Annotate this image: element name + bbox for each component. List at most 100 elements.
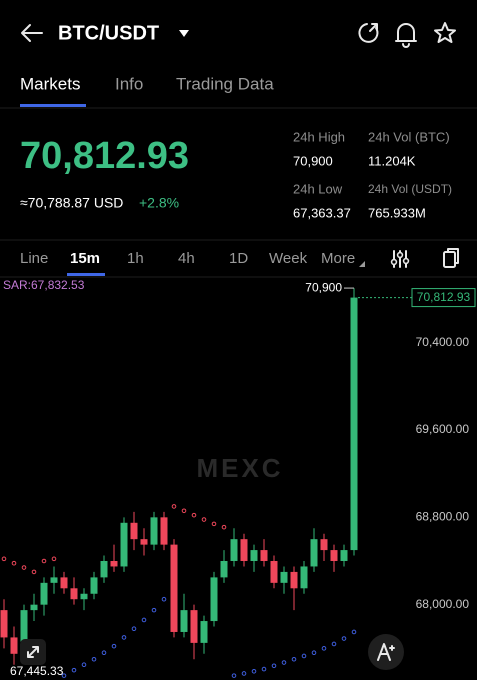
candle-body — [70, 588, 78, 600]
candle-body — [80, 593, 88, 600]
pair-dropdown[interactable] — [179, 30, 189, 37]
sar-dot — [221, 524, 227, 530]
candle-body — [260, 550, 268, 562]
sar-label: SAR:67,832.53 — [3, 278, 85, 292]
sar-dot — [201, 517, 207, 522]
low-label: 67,445.33 — [10, 664, 64, 678]
ai-button[interactable] — [368, 634, 404, 670]
sar-dot — [151, 607, 157, 613]
sar-dot — [241, 671, 247, 676]
sar-dot — [181, 508, 187, 514]
candle-body — [40, 582, 48, 605]
stat-value: 11.204K — [368, 153, 416, 168]
candle-body — [240, 539, 248, 562]
sar-dot — [1, 556, 7, 562]
interval-indicator — [67, 273, 105, 276]
alert-button[interactable] — [395, 23, 417, 48]
sar-dot — [111, 643, 117, 649]
sar-dot — [61, 673, 67, 678]
candle-body — [310, 539, 318, 567]
sar-dot — [251, 668, 257, 674]
candle-body — [130, 522, 138, 540]
candle-body — [330, 550, 338, 562]
y-tick-label: 69,600.00 — [416, 422, 470, 436]
sar-dot — [41, 558, 47, 564]
sar-dot — [51, 556, 57, 562]
candle-body — [100, 561, 108, 578]
sar-dot — [351, 629, 357, 635]
candle-body — [340, 550, 348, 562]
candle-body — [0, 610, 8, 638]
last-price: 70,812.93 — [20, 135, 189, 177]
pair-title[interactable]: BTC/USDT — [58, 22, 159, 44]
tab[interactable]: Markets — [20, 74, 80, 93]
sar-dot — [281, 660, 287, 665]
candle-body — [60, 577, 68, 589]
stat-label: 24h Vol (BTC) — [368, 129, 450, 144]
candle-body — [160, 517, 168, 545]
candle-body — [170, 544, 178, 632]
interval-tab[interactable]: Line — [20, 250, 48, 267]
watermark: MEXC — [196, 453, 283, 483]
y-tick-label: 68,800.00 — [416, 510, 470, 524]
candle-body — [30, 604, 38, 611]
sar-dot — [191, 512, 197, 518]
y-tick-label: 68,000.00 — [416, 597, 470, 611]
sar-dot — [311, 650, 317, 656]
sar-dot — [261, 666, 267, 672]
tab-indicator — [20, 104, 86, 107]
interval-tab[interactable]: 1D — [229, 250, 248, 267]
sar-dot — [101, 650, 107, 656]
interval-tab[interactable]: More — [321, 250, 355, 267]
sar-dot — [271, 663, 277, 669]
tab[interactable]: Info — [115, 74, 143, 93]
candlestick-chart: MEXC 70,400.00 69,600.00 68,800.00 68,000.00… — [0, 278, 476, 678]
interval-tab[interactable]: 4h — [178, 250, 195, 267]
interval-tab[interactable]: Week — [269, 250, 308, 267]
chart-layout-button[interactable] — [443, 248, 459, 268]
stat-label: 24h Low — [293, 181, 343, 196]
candle-body — [180, 610, 188, 632]
sar-dot — [321, 646, 327, 651]
sar-dot — [91, 656, 97, 662]
sar-dot — [301, 653, 307, 659]
stat-value: 765.933M — [368, 205, 426, 220]
fullscreen-button[interactable] — [20, 639, 46, 665]
candle-body — [270, 561, 278, 583]
candle-body — [280, 571, 288, 583]
share-button[interactable] — [358, 23, 379, 43]
sar-dot — [161, 596, 167, 602]
high-label: 70,900 — [305, 280, 342, 294]
last-price-label: 70,812.93 — [417, 290, 471, 304]
last-price-tag — [411, 288, 476, 308]
sar-dot — [231, 673, 237, 678]
candle-body — [120, 522, 128, 567]
sar-dot — [31, 569, 37, 575]
interval-bar: Line 15m 1h 4h 1D Week More — [20, 250, 355, 267]
candle-body — [350, 297, 358, 551]
sar-dot — [121, 635, 127, 640]
candle-body — [230, 539, 238, 562]
back-button[interactable] — [21, 24, 43, 42]
stat-value: 70,900 — [293, 153, 333, 168]
sar-dot — [331, 641, 337, 647]
y-tick-label: 70,400.00 — [416, 335, 470, 349]
sar-dot — [131, 626, 137, 631]
sar-dot — [21, 565, 27, 570]
change-percent: +2.8% — [139, 195, 179, 211]
interval-tab[interactable]: 1h — [127, 250, 144, 267]
favorite-button[interactable] — [434, 22, 456, 43]
candle-body — [90, 577, 98, 594]
candle-body — [10, 637, 18, 654]
sar-dot — [141, 617, 147, 623]
interval-tab[interactable]: 15m — [70, 250, 100, 267]
indicator-settings[interactable] — [390, 250, 410, 268]
sar-dot — [291, 656, 297, 662]
stat-label: 24h Vol (USDT) — [368, 182, 452, 196]
sar-dot — [81, 662, 87, 668]
stat-label: 24h High — [293, 129, 345, 144]
tab[interactable]: Trading Data — [176, 74, 274, 93]
candle-body — [20, 610, 28, 649]
